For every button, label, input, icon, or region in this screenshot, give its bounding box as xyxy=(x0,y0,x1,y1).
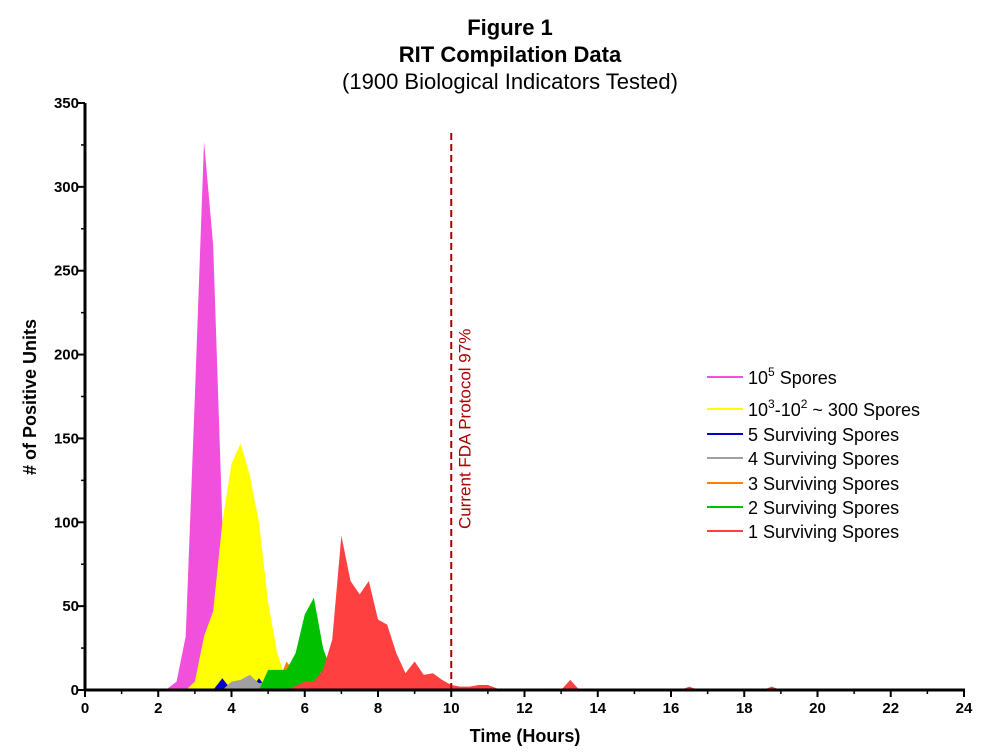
y-axis-title: # of Positive Units xyxy=(20,319,40,475)
x-tick-label: 8 xyxy=(374,700,382,717)
series-layer xyxy=(165,141,781,690)
y-tick-label: 50 xyxy=(62,598,79,615)
chart-title: Figure 1 xyxy=(467,15,553,40)
axes: 0 2 4 6 8 10 12 14 16 18 20 22 240501001502002503003… xyxy=(54,95,973,717)
reference-line-layer: Current FDA Protocol 97% xyxy=(450,133,474,690)
chart-title-block: Figure 1 RIT Compilation Data (1900 Biol… xyxy=(0,14,996,95)
series-area-5 xyxy=(258,597,360,690)
series-area-6 xyxy=(286,535,781,690)
x-tick-label: 14 xyxy=(589,700,606,717)
y-tick-label: 350 xyxy=(54,95,79,112)
x-tick-label: 24 xyxy=(956,700,973,717)
x-tick-label: 4 xyxy=(227,700,236,717)
y-tick-label: 100 xyxy=(54,514,79,531)
legend-label-6: 1 Surviving Spores xyxy=(748,522,899,542)
x-axis-title: Time (Hours) xyxy=(470,726,581,746)
x-tick-label: 18 xyxy=(736,700,753,717)
chart-subtitle: RIT Compilation Data xyxy=(398,42,622,67)
legend-label-4: 3 Surviving Spores xyxy=(748,474,899,494)
series-area-1 xyxy=(185,443,305,690)
legend-label-5: 2 Surviving Spores xyxy=(748,498,899,518)
legend-label-0: 105 Spores xyxy=(748,365,837,388)
x-tick-label: 16 xyxy=(663,700,680,717)
legend: 105 Spores 103-102 ~ 300 Spores 5 Survivin… xyxy=(707,365,920,542)
x-tick-label: 12 xyxy=(516,700,533,717)
legend-label-1: 103-102 ~ 300 Spores xyxy=(748,397,920,420)
legend-label-3: 4 Surviving Spores xyxy=(748,449,899,469)
chart-subtitle-2: (1900 Biological Indicators Tested) xyxy=(342,69,678,94)
x-tick-label: 10 xyxy=(443,700,460,717)
x-tick-label: 6 xyxy=(301,700,309,717)
legend-label-2: 5 Surviving Spores xyxy=(748,425,899,445)
reference-line-label: Current FDA Protocol 97% xyxy=(455,329,474,529)
y-tick-label: 150 xyxy=(54,430,79,447)
x-tick-label: 22 xyxy=(882,700,899,717)
y-tick-label: 0 xyxy=(71,682,79,699)
y-tick-label: 250 xyxy=(54,263,79,280)
x-tick-label: 2 xyxy=(154,700,162,717)
x-tick-label: 0 xyxy=(81,700,89,717)
y-tick-label: 200 xyxy=(54,347,79,364)
y-tick-label: 300 xyxy=(54,179,79,196)
series-area-0 xyxy=(165,141,232,690)
x-tick-label: 20 xyxy=(809,700,826,717)
